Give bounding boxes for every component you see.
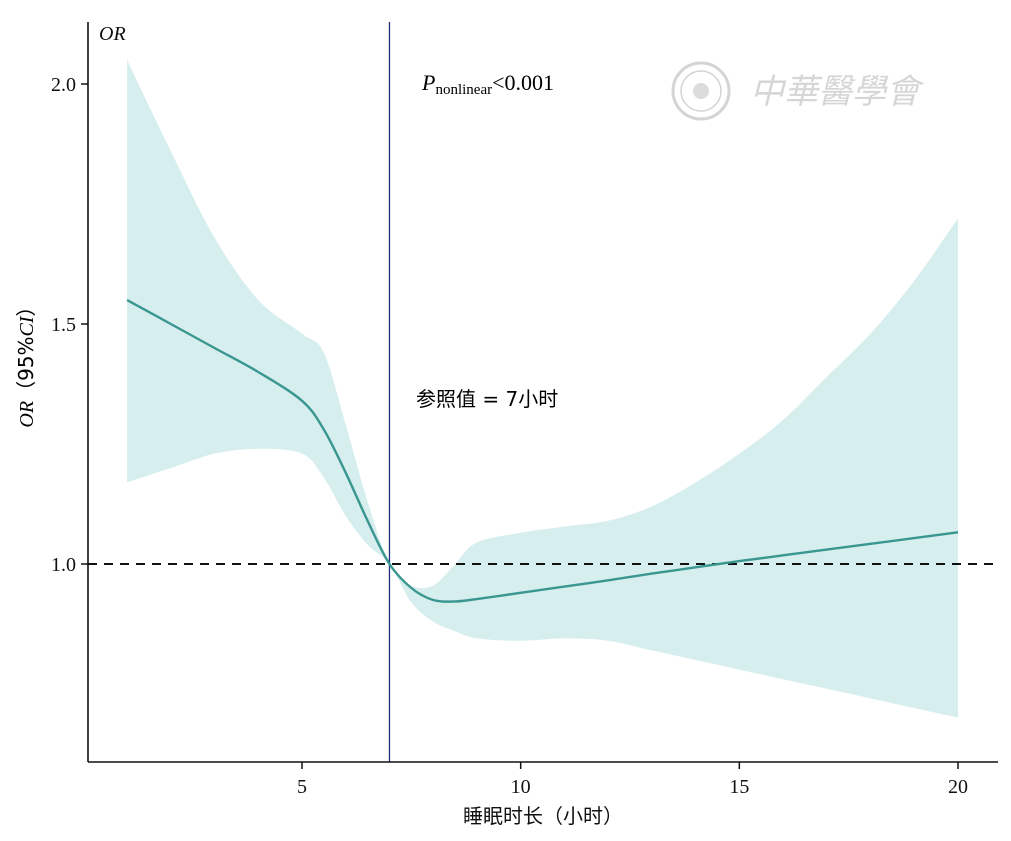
y-axis-top-label: OR xyxy=(99,23,126,45)
y-axis-title: OR（95%CI） xyxy=(14,296,38,427)
p-value: <0.001 xyxy=(492,70,554,95)
x-tick-label: 10 xyxy=(511,776,531,798)
watermark: 中華醫學會 xyxy=(671,61,925,121)
y-axis-title-close: ） xyxy=(14,296,38,316)
watermark-text: 中華醫學會 xyxy=(750,72,925,112)
p-subscript: nonlinear xyxy=(435,82,492,98)
x-axis-title: 睡眠时长（小时） xyxy=(463,804,623,828)
seal-icon xyxy=(671,61,731,121)
y-axis-title-open: （95% xyxy=(14,336,38,400)
x-tick-label: 15 xyxy=(729,776,749,798)
p-label: P xyxy=(421,70,435,95)
y-tick-label: 1.0 xyxy=(51,554,76,576)
reference-annotation: 参照值 = 7小时 xyxy=(416,387,558,411)
or-curve xyxy=(126,298,959,603)
p-value-annotation: Pnonlinear<0.001 xyxy=(421,70,554,98)
y-axis-title-ci: CI xyxy=(16,315,38,336)
y-tick-label: 2.0 xyxy=(51,74,76,96)
y-tick-label: 1.5 xyxy=(51,314,76,336)
confidence-band xyxy=(127,60,958,718)
x-tick-label: 5 xyxy=(297,776,307,798)
y-axis-title-or: OR xyxy=(16,401,38,428)
y-ticks: 1.0 1.5 2.0 xyxy=(51,74,88,576)
x-ticks: 5 10 15 20 xyxy=(297,762,968,798)
x-tick-label: 20 xyxy=(948,776,968,798)
plot-area xyxy=(88,22,998,762)
